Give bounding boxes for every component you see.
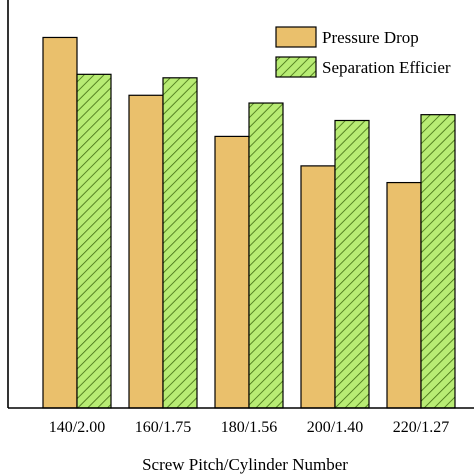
legend-label-2: Separation Efficier: [322, 58, 451, 77]
legend-swatch-2: [275, 56, 317, 78]
pressure-drop-bar-1: [42, 36, 78, 409]
separation-efficiency-bar-4: [334, 119, 370, 409]
x-tick-label-1: 140/2.00: [49, 419, 105, 436]
separation-efficiency-bar-1: [76, 73, 112, 409]
legend-label-1: Pressure Drop: [322, 28, 419, 47]
x-tick-label-3: 180/1.56: [221, 419, 277, 436]
legend: Pressure Drop Separation Efficier: [275, 26, 451, 78]
plot-area: [42, 36, 456, 409]
legend-swatch-1: [275, 26, 317, 48]
x-tick-label-2: 160/1.75: [135, 419, 191, 436]
x-tick-labels: 140/2.00 160/1.75 180/1.56 200/1.40 220/1.27: [49, 419, 449, 436]
separation-efficiency-bar-3: [248, 102, 284, 409]
pressure-drop-bar-5: [386, 181, 422, 409]
x-tick-label-5: 220/1.27: [393, 419, 449, 436]
x-tick-label-4: 200/1.40: [307, 419, 363, 436]
pressure-drop-bar-2: [128, 94, 164, 409]
x-axis-title: Screw Pitch/Cylinder Number: [142, 455, 348, 474]
separation-efficiency-bar-5: [420, 114, 456, 409]
pressure-drop-bar-4: [300, 165, 336, 409]
separation-efficiency-bar-2: [162, 77, 198, 409]
pressure-drop-bar-3: [214, 135, 250, 409]
